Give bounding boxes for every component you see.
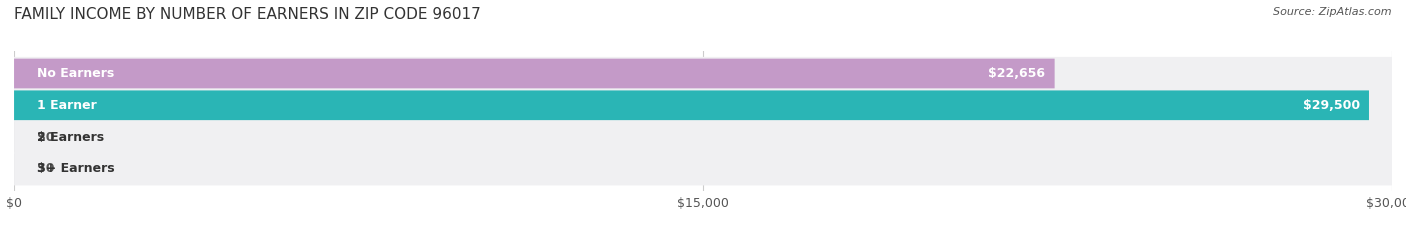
FancyBboxPatch shape [14, 57, 1392, 90]
Text: 1 Earner: 1 Earner [37, 99, 97, 112]
FancyBboxPatch shape [14, 90, 1369, 120]
Text: $22,656: $22,656 [988, 67, 1046, 80]
FancyBboxPatch shape [14, 89, 1392, 122]
Text: $0: $0 [37, 162, 55, 175]
FancyBboxPatch shape [14, 120, 1392, 154]
Text: $0: $0 [37, 130, 55, 144]
Text: FAMILY INCOME BY NUMBER OF EARNERS IN ZIP CODE 96017: FAMILY INCOME BY NUMBER OF EARNERS IN ZI… [14, 7, 481, 22]
Text: $29,500: $29,500 [1303, 99, 1360, 112]
Text: No Earners: No Earners [37, 67, 114, 80]
FancyBboxPatch shape [14, 152, 1392, 185]
Text: 2 Earners: 2 Earners [37, 130, 104, 144]
Text: 3+ Earners: 3+ Earners [37, 162, 115, 175]
FancyBboxPatch shape [14, 59, 1054, 88]
Text: Source: ZipAtlas.com: Source: ZipAtlas.com [1274, 7, 1392, 17]
